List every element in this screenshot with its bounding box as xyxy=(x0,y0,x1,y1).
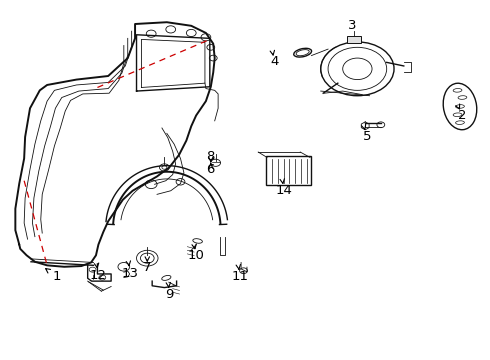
Text: 14: 14 xyxy=(276,184,293,197)
Text: 5: 5 xyxy=(363,130,371,144)
Text: 10: 10 xyxy=(188,249,205,262)
Text: 6: 6 xyxy=(207,163,215,176)
FancyBboxPatch shape xyxy=(347,36,361,42)
Text: 8: 8 xyxy=(207,150,215,163)
Text: 9: 9 xyxy=(165,288,173,301)
Text: 7: 7 xyxy=(143,261,151,274)
Text: 4: 4 xyxy=(270,55,278,68)
Text: 11: 11 xyxy=(232,270,248,283)
Text: 2: 2 xyxy=(458,109,466,122)
Text: 3: 3 xyxy=(348,19,357,32)
Text: 1: 1 xyxy=(52,270,61,283)
Text: 13: 13 xyxy=(122,267,139,280)
Text: 12: 12 xyxy=(90,269,107,282)
